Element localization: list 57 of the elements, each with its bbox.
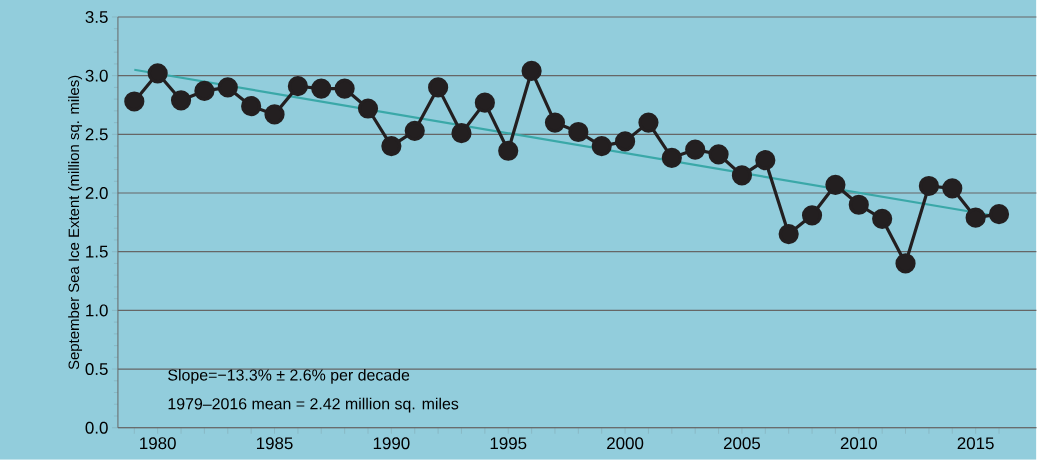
y-tick-label: 2.0 (85, 187, 108, 200)
point (381, 136, 402, 157)
point (170, 90, 192, 111)
point (217, 77, 238, 98)
y-tick-label: 1.0 (86, 304, 108, 317)
point (872, 208, 893, 230)
point (731, 165, 753, 186)
y-tick-label: 1.5 (86, 245, 108, 258)
point (778, 224, 799, 245)
point (334, 78, 355, 99)
y-tick-label: 0.5 (85, 363, 108, 376)
point (544, 112, 566, 133)
point (801, 205, 823, 226)
point (474, 92, 495, 113)
x-tick-label: 1990 (373, 437, 410, 450)
point (521, 61, 542, 82)
x-tick-label: 2000 (607, 437, 644, 450)
point (895, 253, 916, 274)
x-tick-label: 1985 (256, 437, 293, 450)
x-tick-label: 1995 (490, 437, 527, 450)
point (685, 139, 706, 160)
point (825, 174, 846, 196)
annotation: Slope=−13.3% ± 2.6% per decade (168, 369, 410, 384)
annotation: 1979–2016 mean = 2.42 million sq. miles (168, 397, 459, 413)
point (661, 147, 682, 169)
y-axis-title: September Sea Ice Extent (million sq. miles) (68, 75, 83, 370)
point (311, 78, 332, 99)
x-tick-label: 2010 (840, 437, 877, 450)
point (287, 76, 308, 97)
point (942, 178, 963, 199)
x-tick-label: 2015 (957, 437, 994, 450)
point (147, 63, 168, 84)
point (264, 104, 285, 125)
point (124, 91, 145, 112)
point (708, 144, 729, 165)
point (988, 204, 1010, 225)
point (965, 207, 986, 228)
x-tick-label: 2005 (723, 437, 761, 450)
point (568, 122, 589, 143)
point (404, 120, 425, 142)
point (357, 98, 379, 119)
point (918, 176, 939, 197)
point (638, 112, 659, 133)
x-tick-label: 1980 (140, 437, 176, 450)
point (848, 194, 869, 215)
y-tick-label: 0.0 (85, 421, 108, 434)
point (755, 150, 776, 171)
point (591, 136, 612, 157)
point (451, 123, 472, 144)
point (614, 131, 636, 152)
point (241, 96, 262, 117)
point (194, 80, 215, 102)
y-tick-label: 3.5 (85, 11, 108, 24)
point (428, 77, 449, 98)
point (498, 140, 519, 161)
y-tick-label: 3.0 (85, 69, 108, 82)
y-tick-label: 2.5 (85, 128, 108, 141)
